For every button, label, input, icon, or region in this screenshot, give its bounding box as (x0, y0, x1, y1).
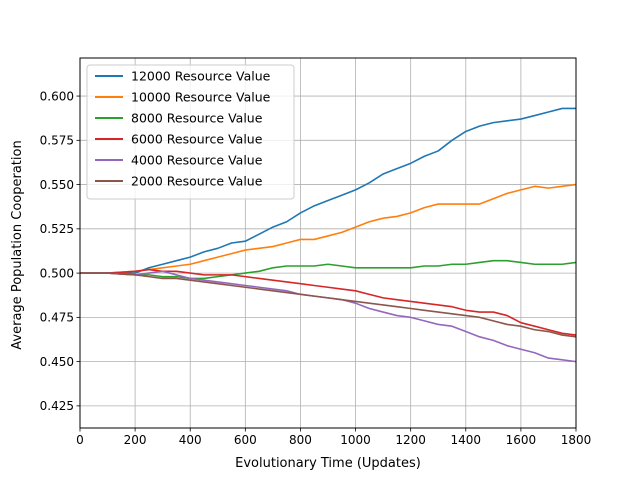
legend-label: 6000 Resource Value (131, 132, 263, 147)
y-tick-label: 0.600 (40, 89, 74, 103)
x-tick-label: 1200 (395, 433, 426, 447)
legend-label: 10000 Resource Value (131, 90, 271, 105)
legend: 12000 Resource Value 10000 Resource Value… (86, 64, 295, 200)
x-tick-label: 200 (124, 433, 147, 447)
plot-frame (79, 57, 577, 429)
x-axis-label: Evolutionary Time (Updates) (235, 456, 421, 471)
x-tick-label: 0 (76, 433, 84, 447)
series-line-0 (80, 107, 576, 274)
y-tick-label: 0.425 (40, 399, 74, 413)
series-line-1 (80, 183, 577, 274)
x-tick-label: 600 (234, 433, 257, 447)
x-tick-label: 1400 (451, 433, 482, 447)
x-tick-label: 1600 (506, 433, 537, 447)
legend-label: 2000 Resource Value (131, 174, 263, 189)
x-tick-label: 1800 (561, 433, 592, 447)
legend-label: 4000 Resource Value (131, 153, 263, 168)
y-tick-label: 0.450 (40, 355, 74, 369)
y-axis-label: Average Population Cooperation (10, 140, 25, 349)
series-line-5 (80, 272, 577, 338)
y-tick-label: 0.475 (40, 311, 74, 325)
x-tick-label: 400 (179, 433, 202, 447)
x-tick-label: 1000 (340, 433, 371, 447)
y-tick-label: 0.575 (40, 134, 74, 148)
x-tick-label: 800 (289, 433, 312, 447)
legend-box (86, 64, 295, 200)
y-tick-label: 0.500 (40, 266, 74, 280)
series-lines (80, 107, 577, 363)
series-line-3 (80, 268, 577, 336)
legend-label: 12000 Resource Value (131, 69, 271, 84)
x-axis-ticks: 0 200 400 600 800 1000 1200 1400 1600 1800 (76, 428, 591, 447)
y-tick-label: 0.525 (40, 222, 74, 236)
y-tick-label: 0.550 (40, 178, 74, 192)
y-axis-ticks: 0.425 0.450 0.475 0.500 0.525 0.550 0.575 0.600 (40, 89, 80, 413)
legend-label: 8000 Resource Value (131, 111, 263, 126)
